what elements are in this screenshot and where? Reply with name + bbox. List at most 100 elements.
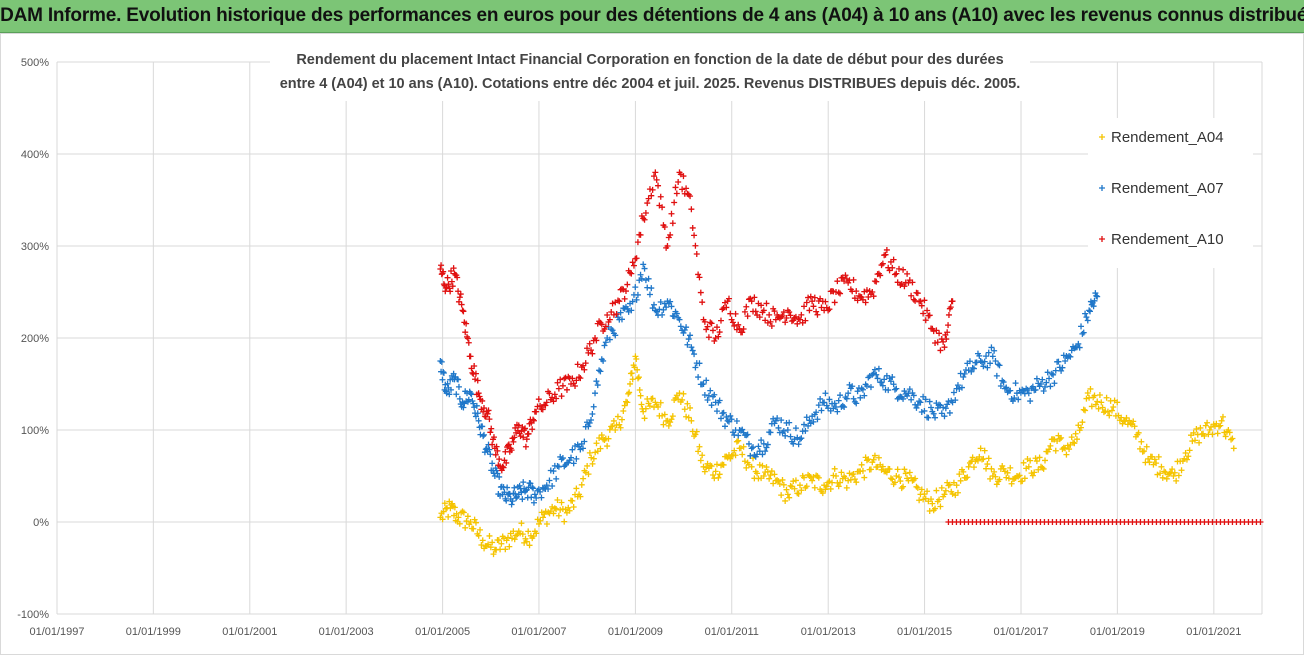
data-point bbox=[504, 534, 511, 541]
data-point bbox=[522, 443, 529, 450]
data-point bbox=[743, 303, 750, 310]
data-point bbox=[1056, 436, 1063, 443]
data-point bbox=[444, 504, 451, 511]
data-point bbox=[518, 520, 525, 527]
data-point bbox=[1157, 470, 1164, 477]
data-point bbox=[516, 482, 523, 489]
data-point bbox=[912, 297, 919, 304]
data-point bbox=[787, 482, 794, 489]
data-point bbox=[697, 457, 704, 464]
data-point bbox=[893, 385, 900, 392]
data-point bbox=[1230, 445, 1237, 452]
data-point bbox=[1215, 423, 1222, 430]
data-point bbox=[693, 428, 700, 435]
data-point bbox=[813, 409, 820, 416]
data-point bbox=[617, 309, 624, 316]
data-point bbox=[513, 495, 520, 502]
data-point bbox=[817, 395, 824, 402]
data-point bbox=[822, 298, 829, 305]
data-point bbox=[754, 470, 761, 477]
data-point bbox=[1062, 358, 1069, 364]
data-point bbox=[720, 409, 727, 416]
data-point bbox=[479, 537, 486, 544]
data-point bbox=[1060, 352, 1067, 359]
data-point bbox=[803, 299, 810, 306]
data-point bbox=[1076, 344, 1083, 351]
legend-label: Rendement_A04 bbox=[1111, 129, 1224, 146]
data-point bbox=[703, 326, 710, 333]
data-point bbox=[470, 525, 477, 532]
data-point bbox=[921, 407, 928, 414]
data-point bbox=[645, 400, 652, 407]
data-point bbox=[485, 407, 492, 414]
data-point bbox=[928, 496, 935, 503]
data-point bbox=[633, 255, 640, 262]
data-point bbox=[801, 303, 808, 310]
data-point bbox=[817, 295, 824, 302]
data-point bbox=[522, 488, 529, 495]
data-point bbox=[756, 448, 763, 455]
data-point bbox=[783, 486, 790, 493]
data-point bbox=[699, 452, 706, 459]
data-point bbox=[901, 388, 908, 395]
data-point bbox=[805, 294, 812, 301]
data-point bbox=[779, 476, 786, 483]
data-point bbox=[462, 524, 469, 531]
data-point bbox=[681, 327, 688, 334]
data-point bbox=[752, 308, 759, 315]
data-point bbox=[478, 541, 485, 548]
data-point bbox=[540, 514, 547, 521]
data-point bbox=[877, 272, 884, 279]
data-point bbox=[768, 468, 775, 475]
data-point bbox=[577, 446, 584, 453]
data-point bbox=[695, 448, 702, 455]
data-point bbox=[802, 427, 809, 434]
data-point bbox=[894, 466, 901, 473]
data-point bbox=[842, 272, 849, 279]
data-point bbox=[818, 407, 825, 414]
data-point bbox=[774, 477, 781, 484]
data-point bbox=[863, 383, 870, 390]
data-point bbox=[1082, 310, 1089, 317]
data-point bbox=[1161, 468, 1168, 475]
data-point bbox=[553, 475, 560, 482]
data-point bbox=[633, 296, 640, 303]
data-point bbox=[1219, 413, 1226, 420]
data-point bbox=[1005, 475, 1012, 482]
data-point bbox=[1080, 406, 1087, 413]
data-point bbox=[759, 462, 766, 469]
data-point bbox=[493, 443, 500, 450]
data-point bbox=[787, 433, 794, 440]
data-point bbox=[829, 479, 836, 486]
data-point bbox=[494, 447, 501, 454]
data-point bbox=[598, 432, 605, 439]
y-tick-label: 400% bbox=[21, 149, 49, 161]
data-point bbox=[878, 379, 885, 386]
data-point bbox=[569, 497, 576, 504]
data-point bbox=[814, 311, 821, 318]
data-point bbox=[996, 476, 1003, 483]
data-point bbox=[487, 451, 494, 458]
data-point bbox=[891, 386, 898, 393]
data-point bbox=[641, 415, 648, 422]
data-point bbox=[810, 303, 817, 310]
data-point bbox=[1153, 460, 1160, 467]
data-point bbox=[1042, 457, 1048, 464]
data-point bbox=[1003, 384, 1010, 391]
data-point bbox=[537, 402, 544, 409]
data-point bbox=[637, 392, 644, 399]
data-point bbox=[505, 442, 512, 449]
data-point bbox=[717, 415, 724, 422]
data-point bbox=[1189, 438, 1196, 445]
data-point bbox=[879, 463, 886, 470]
data-point bbox=[867, 466, 874, 473]
data-point bbox=[578, 364, 585, 371]
data-point bbox=[570, 503, 577, 510]
data-point bbox=[645, 275, 652, 282]
data-point bbox=[533, 530, 540, 537]
data-point bbox=[1090, 303, 1097, 310]
data-point bbox=[1185, 453, 1192, 460]
data-point bbox=[612, 332, 619, 339]
data-point bbox=[928, 325, 935, 332]
data-point bbox=[624, 281, 631, 288]
